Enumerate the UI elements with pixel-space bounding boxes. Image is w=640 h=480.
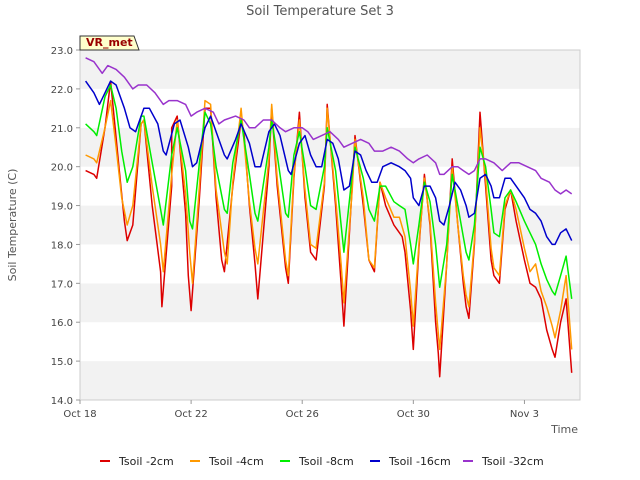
y-tick-label: 22.0 <box>51 85 73 96</box>
y-tick-label: 14.0 <box>51 396 73 407</box>
legend-label: Tsoil -4cm <box>208 455 264 468</box>
y-axis: 14.0 15.0 16.0 17.0 18.0 19.0 20.0 21.0 22.0 23.0 <box>51 46 80 407</box>
series-lines <box>84 57 573 378</box>
annotation-label: VR_met <box>86 36 133 49</box>
y-tick-label: 23.0 <box>51 46 73 57</box>
y-tick-label: 21.0 <box>51 124 73 135</box>
series-line-1 <box>85 80 573 378</box>
legend-label: Tsoil -16cm <box>388 455 451 468</box>
grid-band <box>80 322 580 362</box>
chart-title: Soil Temperature Set 3 <box>246 4 394 19</box>
grid-band <box>80 283 580 323</box>
series-line-4 <box>84 80 573 246</box>
x-axis: Oct 18 Oct 22 Oct 26 Oct 30 Nov 3 <box>63 400 539 420</box>
series-line-2 <box>85 99 573 351</box>
legend-label: Tsoil -2cm <box>118 455 174 468</box>
y-tick-label: 18.0 <box>51 240 73 251</box>
y-tick-label: 15.0 <box>51 357 73 368</box>
grid-band <box>80 88 580 128</box>
y-axis-label: Soil Temperature (C) <box>6 169 19 282</box>
x-tick-label: Oct 18 <box>63 409 96 420</box>
plot-frame <box>79 49 581 401</box>
legend: Tsoil -2cm Tsoil -4cm Tsoil -8cm Tsoil -16c… <box>100 455 544 468</box>
x-axis-label: Time <box>550 423 578 436</box>
x-tick-label: Oct 26 <box>286 409 319 420</box>
grid-band <box>80 50 580 89</box>
grid-band <box>80 361 580 400</box>
y-tick-label: 20.0 <box>51 163 73 174</box>
y-tick-label: 19.0 <box>51 202 73 213</box>
x-tick-label: Nov 3 <box>510 409 539 420</box>
legend-label: Tsoil -32cm <box>481 455 544 468</box>
grid-band <box>80 166 580 206</box>
grid-band <box>80 244 580 284</box>
x-tick-label: Oct 30 <box>397 409 430 420</box>
annotation-box <box>79 35 140 51</box>
series-line-3 <box>85 84 573 299</box>
series-line-5 <box>85 57 573 195</box>
y-tick-label: 17.0 <box>51 279 73 290</box>
y-tick-label: 16.0 <box>51 318 73 329</box>
legend-label: Tsoil -8cm <box>298 455 354 468</box>
x-tick-label: Oct 22 <box>175 409 208 420</box>
station-annotation: VR_met <box>79 35 140 51</box>
